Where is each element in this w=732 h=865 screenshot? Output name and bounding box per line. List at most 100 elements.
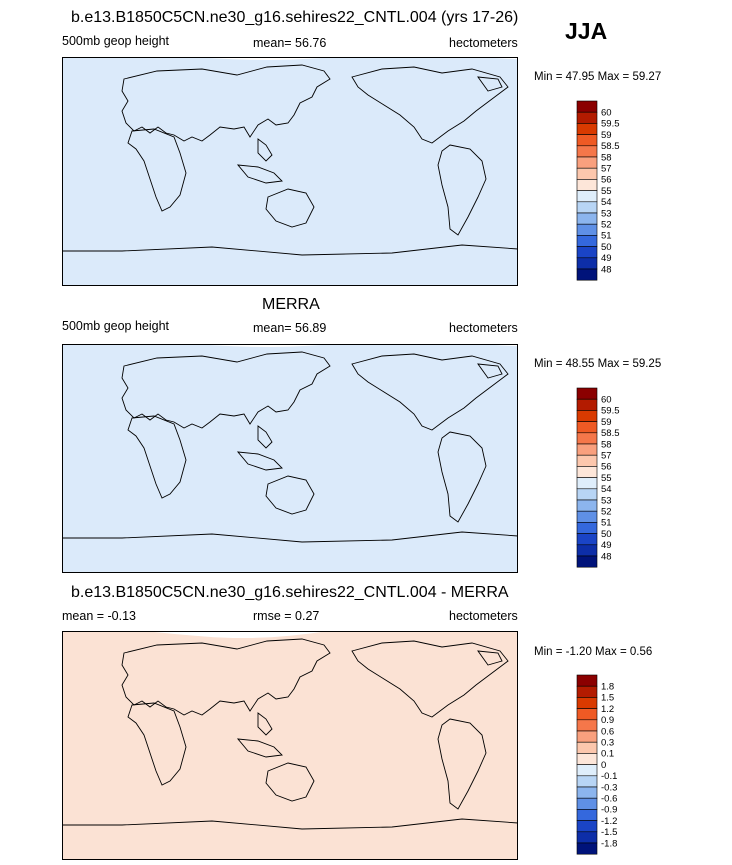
colorbar-tick-label: 55 <box>601 186 612 197</box>
panel-2-units-label: hectometers <box>449 321 518 335</box>
colorbar-tick-label: 1.2 <box>601 704 614 715</box>
colorbar-tick-label: 49 <box>601 253 612 264</box>
colorbar-box <box>577 466 597 477</box>
colorbar-box <box>577 168 597 179</box>
colorbar-tick-label: 50 <box>601 529 612 540</box>
colorbar-tick-label: 0.6 <box>601 726 614 737</box>
colorbar-box <box>577 258 597 269</box>
colorbar-box <box>577 545 597 556</box>
colorbar-box <box>577 235 597 246</box>
colorbar-tick-label: 0.9 <box>601 715 614 726</box>
colorbar-box <box>577 489 597 500</box>
colorbar-tick-label: 50 <box>601 242 612 253</box>
panel-3-units-label: hectometers <box>449 609 518 623</box>
colorbar-box <box>577 455 597 466</box>
colorbar-box <box>577 202 597 213</box>
colorbar-box <box>577 410 597 421</box>
season-label: JJA <box>565 18 607 45</box>
colorbar-box <box>577 742 597 753</box>
colorbar-box <box>577 444 597 455</box>
colorbar-tick-label: 0.1 <box>601 749 614 760</box>
colorbar-box <box>577 146 597 157</box>
colorbar-tick-label: -0.9 <box>601 805 617 816</box>
colorbar-box <box>577 422 597 433</box>
colorbar-tick-label: 56 <box>601 462 612 473</box>
colorbar-box <box>577 675 597 686</box>
colorbar-tick-label: 0.3 <box>601 738 614 749</box>
colorbar-box <box>577 522 597 533</box>
colorbar-tick-label: 58.5 <box>601 428 620 439</box>
colorbar-tick-label: 58.5 <box>601 141 620 152</box>
colorbar-tick-label: 53 <box>601 208 612 219</box>
colorbar-box <box>577 534 597 545</box>
colorbar-box <box>577 433 597 444</box>
colorbar-box <box>577 224 597 235</box>
colorbar-box <box>577 478 597 489</box>
colorbar-tick-label: 51 <box>601 231 612 242</box>
colorbar-box <box>577 500 597 511</box>
colorbar-box <box>577 556 597 567</box>
colorbar-tick-label: 0 <box>601 760 606 771</box>
colorbar-box <box>577 269 597 280</box>
colorbar-box <box>577 112 597 123</box>
colorbar-box <box>577 511 597 522</box>
panel-2-colorbar: 6059.55958.55857565554535251504948 <box>577 388 637 568</box>
colorbar-box <box>577 832 597 843</box>
colorbar-tick-label: -0.1 <box>601 771 617 782</box>
panel-1-title: b.e13.B1850C5CN.ne30_g16.sehires22_CNTL.… <box>71 9 518 27</box>
panel-3-title: b.e13.B1850C5CN.ne30_g16.sehires22_CNTL.… <box>71 584 509 602</box>
panel-2-mean-label: mean= 56.89 <box>253 321 326 335</box>
colorbar-tick-label: 1.5 <box>601 693 614 704</box>
colorbar-box <box>577 765 597 776</box>
colorbar-tick-label: 59 <box>601 417 612 428</box>
colorbar-tick-label: 54 <box>601 197 612 208</box>
colorbar-box <box>577 697 597 708</box>
colorbar-tick-label: -1.8 <box>601 838 617 849</box>
colorbar-tick-label: 59 <box>601 130 612 141</box>
colorbar-box <box>577 731 597 742</box>
colorbar-box <box>577 388 597 399</box>
panel-1-min-max: Min = 47.95 Max = 59.27 <box>534 71 661 83</box>
panel-1-units-label: hectometers <box>449 36 518 50</box>
colorbar-tick-label: 52 <box>601 220 612 231</box>
colorbar-tick-label: -1.5 <box>601 827 617 838</box>
colorbar-tick-label: 58 <box>601 439 612 450</box>
colorbar-tick-label: 55 <box>601 473 612 484</box>
colorbar-tick-label: -0.3 <box>601 782 617 793</box>
colorbar-tick-label: -0.6 <box>601 794 617 805</box>
colorbar-box <box>577 776 597 787</box>
panel-1-colorbar: 6059.55958.55857565554535251504948 <box>577 101 637 281</box>
colorbar-tick-label: 57 <box>601 451 612 462</box>
colorbar-tick-label: 57 <box>601 164 612 175</box>
colorbar-box <box>577 123 597 134</box>
colorbar-box <box>577 191 597 202</box>
colorbar-box <box>577 798 597 809</box>
colorbar-tick-label: -1.2 <box>601 816 617 827</box>
panel-2-title: MERRA <box>262 296 320 314</box>
colorbar-tick-label: 52 <box>601 507 612 518</box>
colorbar-box <box>577 101 597 112</box>
panel-1-map <box>62 57 518 286</box>
colorbar-tick-label: 48 <box>601 551 612 562</box>
colorbar-box <box>577 686 597 697</box>
panel-1-variable-label: 500mb geop height <box>62 34 169 48</box>
colorbar-box <box>577 179 597 190</box>
colorbar-tick-label: 58 <box>601 152 612 163</box>
colorbar-box <box>577 821 597 832</box>
panel-2-map <box>62 344 518 573</box>
panel-1-mean-label: mean= 56.76 <box>253 36 326 50</box>
colorbar-tick-label: 56 <box>601 175 612 186</box>
colorbar-tick-label: 60 <box>601 395 612 406</box>
panel-3-map <box>62 631 518 860</box>
colorbar-tick-label: 1.8 <box>601 682 614 693</box>
colorbar-tick-label: 49 <box>601 540 612 551</box>
colorbar-tick-label: 54 <box>601 484 612 495</box>
colorbar-tick-label: 53 <box>601 495 612 506</box>
colorbar-tick-label: 59.5 <box>601 406 620 417</box>
colorbar-box <box>577 787 597 798</box>
colorbar-tick-label: 60 <box>601 108 612 119</box>
panel-3-mean-label: mean = -0.13 <box>62 609 136 623</box>
panel-3-rmse-label: rmse = 0.27 <box>253 609 319 623</box>
colorbar-box <box>577 135 597 146</box>
colorbar-box <box>577 753 597 764</box>
